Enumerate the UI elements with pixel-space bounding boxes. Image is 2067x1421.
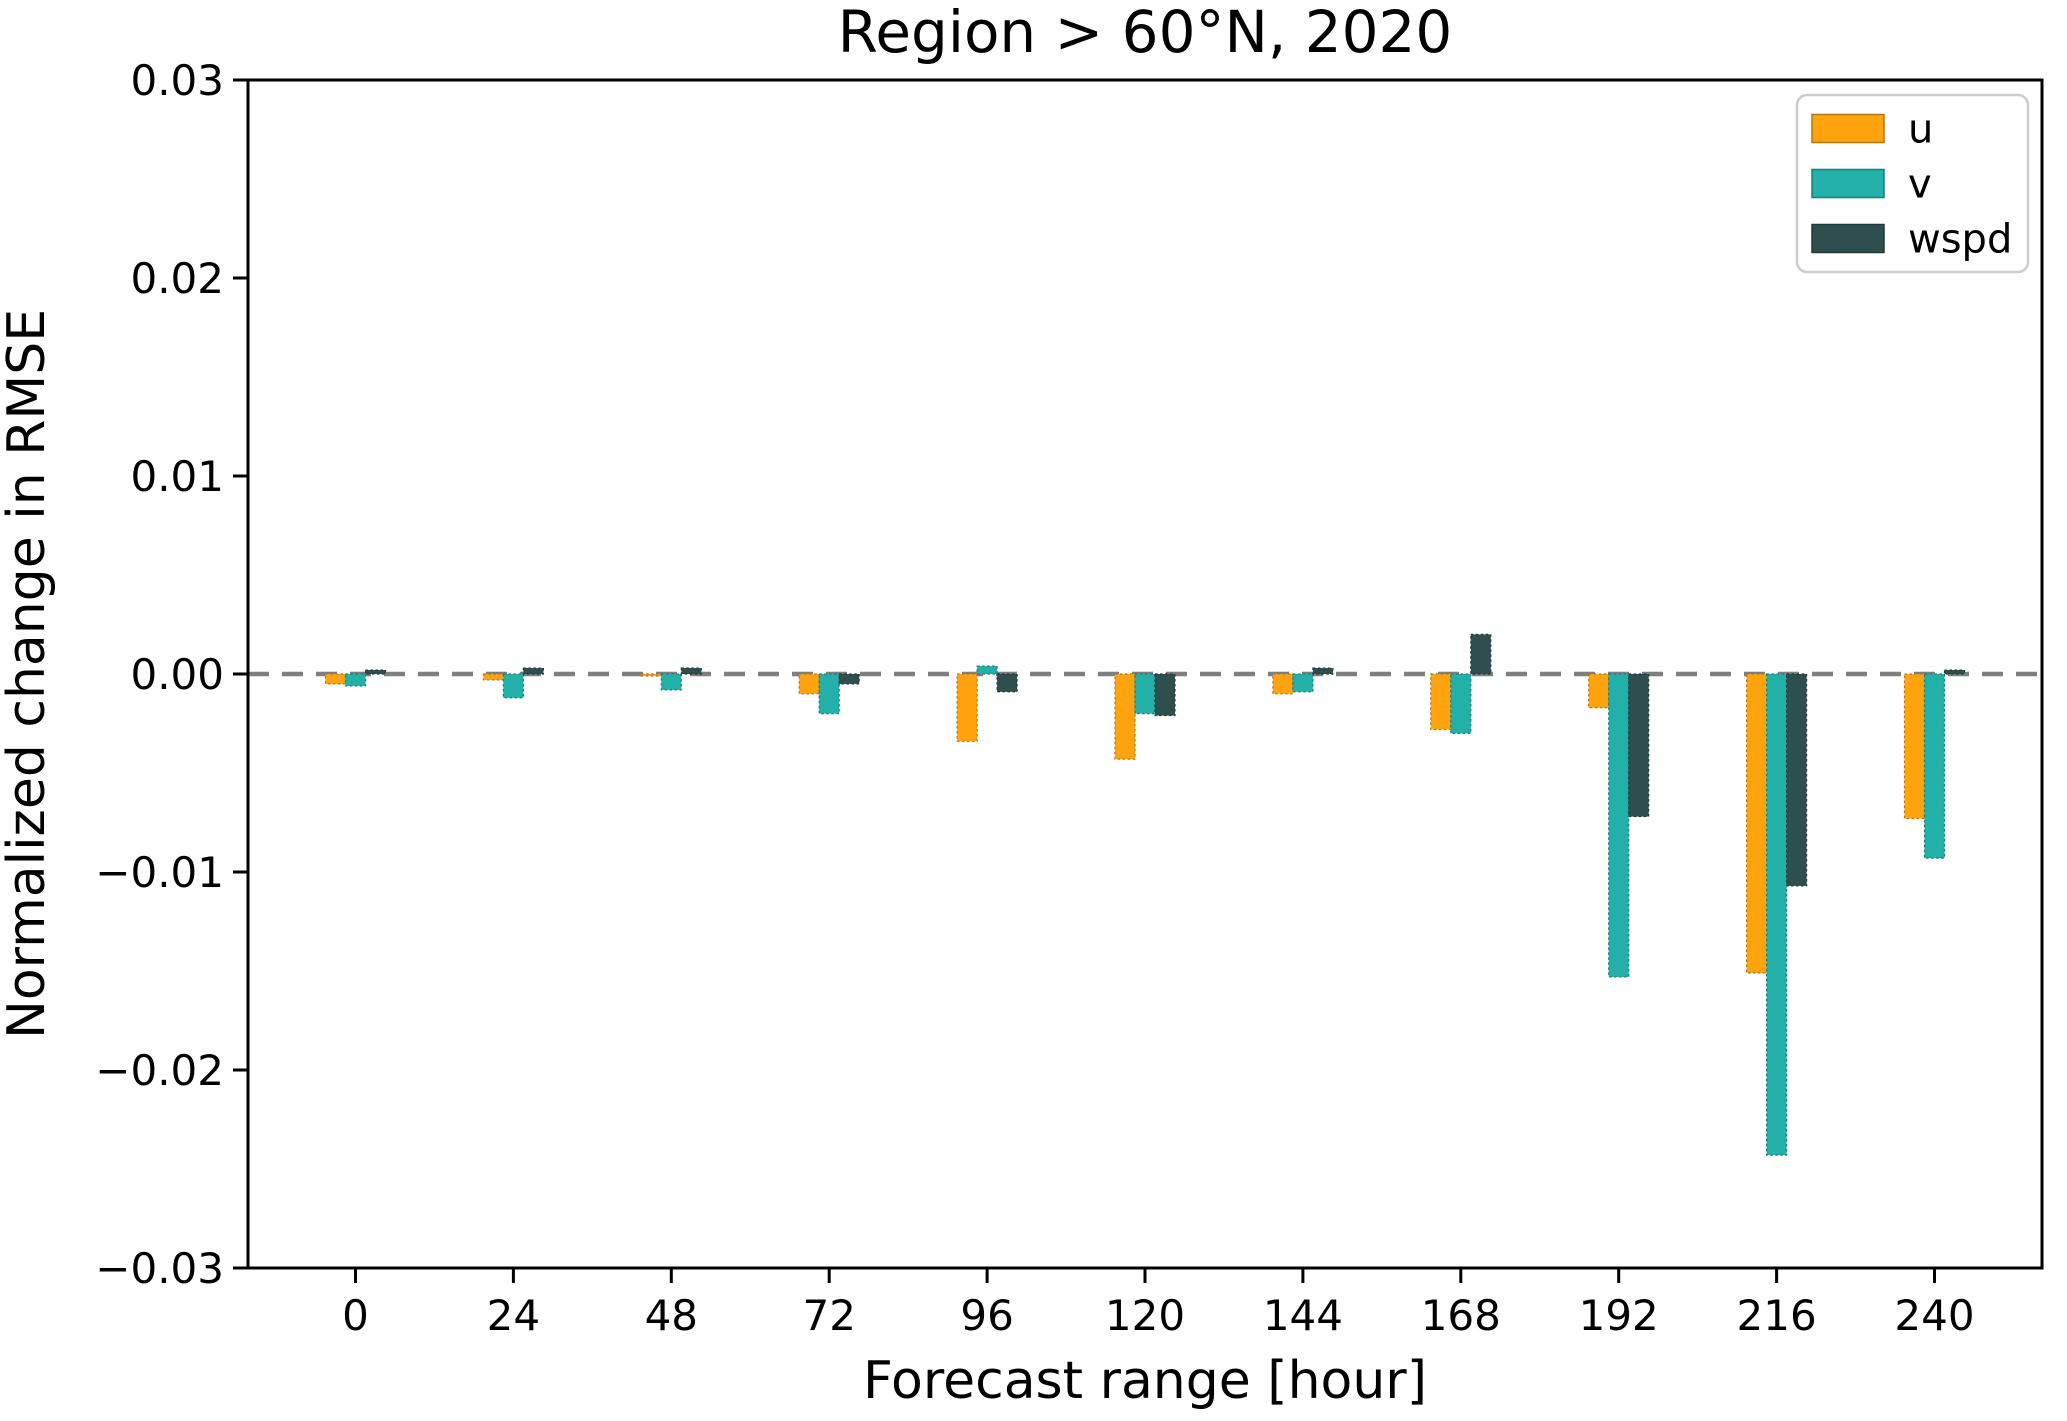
y-tick-label: 0.01 — [130, 452, 224, 501]
x-tick-label: 48 — [645, 1291, 698, 1340]
bar-u-120 — [1114, 673, 1136, 760]
bar-v-192 — [1608, 673, 1630, 978]
x-tick-label: 0 — [342, 1291, 369, 1340]
x-tick-label: 168 — [1421, 1291, 1501, 1340]
bar-wspd-216 — [1785, 673, 1808, 887]
y-tick-label: 0.00 — [130, 650, 224, 699]
bar-wspd-168 — [1470, 633, 1492, 675]
bar-wspd-48 — [680, 667, 702, 675]
y-tick-label: −0.02 — [95, 1046, 224, 1095]
bar-wspd-120 — [1154, 673, 1176, 717]
bar-v-168 — [1450, 673, 1472, 735]
bar-wspd-24 — [522, 667, 545, 675]
x-tick-label: 24 — [487, 1291, 540, 1340]
bar-v-120 — [1134, 673, 1156, 715]
bar-wspd-96 — [996, 673, 1018, 693]
bar-u-240 — [1903, 673, 1926, 820]
bar-wspd-144 — [1312, 667, 1334, 675]
bar-v-96 — [976, 665, 998, 675]
bar-u-72 — [798, 673, 820, 695]
bar-v-216 — [1765, 673, 1788, 1156]
x-axis-label: Forecast range [hour] — [863, 1351, 1427, 1411]
bar-wspd-240 — [1943, 669, 1966, 675]
x-tick-label: 216 — [1737, 1291, 1817, 1340]
x-tick-label: 96 — [960, 1291, 1013, 1340]
x-tick-label: 192 — [1579, 1291, 1659, 1340]
legend-label-u: u — [1908, 107, 1933, 153]
bar-wspd-0 — [364, 669, 387, 675]
bar-u-48 — [640, 673, 662, 677]
bar-u-168 — [1430, 673, 1452, 731]
legend-label-wspd: wspd — [1908, 217, 2012, 263]
x-tick-label: 120 — [1105, 1291, 1185, 1340]
y-tick-label: 0.03 — [130, 56, 224, 105]
bar-v-48 — [660, 673, 682, 691]
bar-v-24 — [502, 673, 524, 699]
legend-swatch-wspd — [1811, 223, 1885, 254]
bar-u-96 — [956, 673, 978, 742]
legend-label-v: v — [1908, 162, 1932, 208]
bar-u-192 — [1588, 673, 1610, 709]
bar-u-24 — [482, 673, 504, 681]
bar-u-144 — [1272, 673, 1294, 695]
bar-v-144 — [1292, 673, 1314, 693]
bar-u-0 — [324, 673, 347, 685]
bar-v-240 — [1923, 673, 1946, 859]
bar-wspd-72 — [838, 673, 860, 685]
bar-wspd-192 — [1628, 673, 1650, 818]
x-tick-label: 144 — [1263, 1291, 1343, 1340]
bar-v-0 — [344, 673, 367, 687]
x-tick-label: 72 — [802, 1291, 855, 1340]
bar-u-216 — [1745, 673, 1768, 974]
y-tick-label: 0.02 — [130, 254, 224, 303]
legend-swatch-u — [1811, 113, 1885, 144]
axes-frame — [246, 78, 2044, 1270]
y-tick-label: −0.01 — [95, 848, 224, 897]
chart-title: Region > 60°N, 2020 — [838, 0, 1453, 66]
x-tick-label: 240 — [1894, 1291, 1974, 1340]
bar-v-72 — [818, 673, 840, 715]
y-tick-label: −0.03 — [95, 1244, 224, 1293]
legend-swatch-v — [1811, 168, 1885, 199]
y-axis-label: Normalized change in RMSE — [0, 309, 57, 1039]
